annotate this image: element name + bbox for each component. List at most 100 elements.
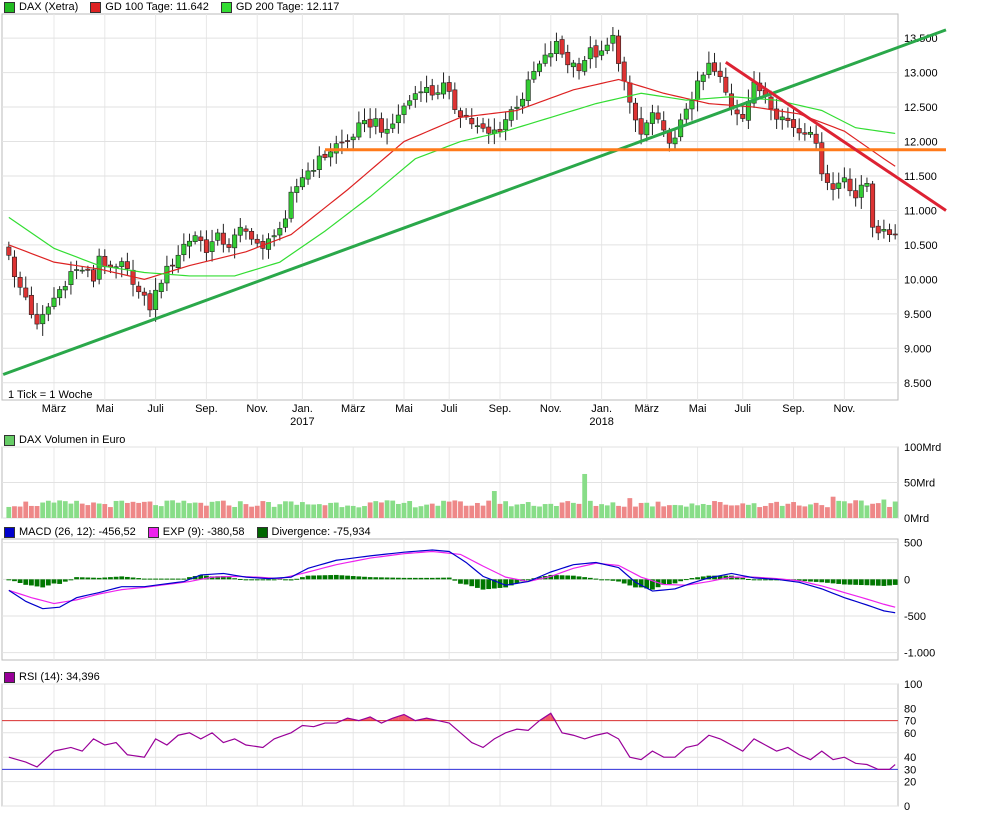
divergence-bar bbox=[740, 577, 746, 580]
volume-bar bbox=[294, 504, 300, 518]
candle-body bbox=[599, 50, 605, 56]
candle-body bbox=[745, 101, 751, 121]
candle-body bbox=[441, 82, 447, 95]
divergence-bar bbox=[435, 577, 441, 580]
volume-bar bbox=[497, 503, 503, 518]
volume-bar bbox=[68, 503, 74, 518]
candle-body bbox=[491, 129, 497, 134]
divergence-bar bbox=[34, 579, 40, 587]
volume-bar bbox=[638, 502, 644, 518]
divergence-bar bbox=[678, 579, 684, 582]
volume-bar bbox=[791, 502, 796, 518]
candle-body bbox=[570, 62, 576, 68]
candle-body bbox=[158, 282, 164, 292]
candle-body bbox=[508, 109, 514, 121]
candle-body bbox=[378, 118, 384, 133]
volume-bar bbox=[836, 500, 842, 518]
candle-body bbox=[232, 234, 238, 249]
volume-bar bbox=[187, 503, 192, 518]
volume-bar bbox=[740, 503, 746, 518]
volume-bar bbox=[435, 505, 441, 518]
volume-bar bbox=[695, 505, 700, 518]
divergence-bar bbox=[768, 579, 774, 581]
rsi-ytick-label: 70 bbox=[904, 716, 916, 728]
trend-line bbox=[724, 61, 947, 212]
volume-bar bbox=[220, 500, 226, 518]
rsi-zone-fill bbox=[550, 713, 557, 721]
divergence-bar bbox=[745, 578, 751, 580]
candle-body bbox=[401, 105, 407, 115]
divergence-bar bbox=[480, 579, 486, 590]
divergence-bar bbox=[429, 577, 435, 580]
candle-body bbox=[85, 268, 91, 271]
price-xtick-label: Juli bbox=[147, 403, 164, 415]
volume-bar bbox=[734, 505, 740, 518]
divergence-bar bbox=[362, 576, 367, 580]
volume-bar bbox=[779, 505, 785, 518]
candle-body bbox=[864, 182, 870, 187]
volume-bar bbox=[373, 501, 379, 518]
volume-bar bbox=[209, 501, 215, 518]
volume-bar bbox=[12, 506, 17, 518]
volume-bar bbox=[170, 500, 175, 518]
divergence-bar bbox=[717, 575, 723, 580]
candle-body bbox=[203, 239, 209, 253]
price-xtick-label: Juli bbox=[734, 403, 751, 415]
volume-bar bbox=[847, 503, 853, 518]
divergence-bar bbox=[638, 579, 644, 588]
macd-legend: MACD (26, 12): -456,52 EXP (9): -380,58 Di… bbox=[4, 525, 383, 539]
volume-bar bbox=[700, 503, 706, 518]
volume-bar bbox=[813, 502, 819, 518]
divergence-bar bbox=[407, 577, 413, 580]
divergence-bar bbox=[537, 577, 542, 580]
divergence-bar bbox=[751, 579, 757, 581]
volume-bar bbox=[198, 502, 204, 518]
volume-bar bbox=[204, 505, 209, 518]
divergence-bar bbox=[130, 577, 136, 580]
volume-bar bbox=[531, 505, 537, 518]
volume-bar bbox=[683, 506, 689, 518]
candle-body bbox=[700, 74, 706, 82]
candle-body bbox=[186, 240, 192, 247]
divergence-bar bbox=[486, 579, 492, 590]
volume-bar bbox=[316, 504, 322, 518]
candle-body bbox=[565, 51, 571, 66]
ma200-line bbox=[8, 92, 896, 277]
price-xtick-label: Mai bbox=[689, 403, 707, 415]
candle-body bbox=[91, 269, 97, 282]
candle-body bbox=[395, 114, 401, 124]
candle-body bbox=[311, 170, 317, 172]
divergence-bar bbox=[723, 575, 729, 580]
rsi-ytick-label: 20 bbox=[904, 777, 916, 789]
candle-body bbox=[181, 243, 187, 256]
divergence-bar bbox=[339, 575, 345, 580]
divergence-bar bbox=[243, 579, 249, 581]
candle-body bbox=[57, 289, 63, 299]
macd-panel-frame bbox=[1, 538, 899, 661]
divergence-bar bbox=[356, 576, 362, 580]
volume-bar bbox=[23, 501, 29, 518]
volume-bar bbox=[407, 501, 413, 518]
volume-bar bbox=[745, 504, 751, 518]
candle-body bbox=[23, 287, 29, 298]
volume-bar bbox=[689, 503, 695, 518]
volume-bar bbox=[548, 503, 554, 518]
divergence-bar bbox=[514, 579, 520, 584]
price-legend-item: DAX (Xetra) bbox=[4, 1, 78, 13]
volume-bar bbox=[141, 501, 147, 518]
volume-bar bbox=[661, 506, 667, 518]
candle-body bbox=[853, 190, 859, 199]
volume-bar bbox=[113, 500, 119, 518]
candle-body bbox=[796, 128, 802, 134]
volume-bar bbox=[17, 506, 23, 518]
candle-body bbox=[892, 233, 898, 236]
divergence-bar bbox=[802, 579, 808, 582]
volume-bar bbox=[62, 501, 68, 518]
volume-bar bbox=[706, 504, 712, 518]
divergence-bar bbox=[836, 579, 842, 584]
candle-body bbox=[322, 153, 328, 158]
divergence-bar bbox=[452, 579, 458, 581]
rsi-zone-fill bbox=[404, 714, 410, 721]
volume-bar bbox=[446, 501, 452, 518]
volume-bar bbox=[853, 500, 859, 518]
